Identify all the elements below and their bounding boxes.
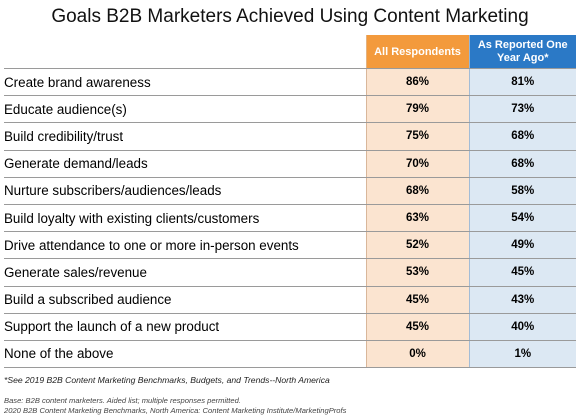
table-header-row: All Respondents As Reported One Year Ago… xyxy=(4,35,576,69)
row-label: Build a subscribed audience xyxy=(4,286,366,314)
value-one-year-ago: 54% xyxy=(468,204,576,233)
footnote-base: Base: B2B content marketers. Aided list;… xyxy=(4,396,241,405)
table-row: Educate audience(s) 79% 73% xyxy=(4,95,576,124)
row-label: Build credibility/trust xyxy=(4,122,366,151)
value-all-respondents: 0% xyxy=(365,340,469,369)
value-all-respondents: 52% xyxy=(365,231,469,260)
header-all-respondents: All Respondents xyxy=(365,35,469,69)
value-all-respondents: 45% xyxy=(365,286,469,314)
value-all-respondents: 68% xyxy=(365,177,469,205)
value-one-year-ago: 45% xyxy=(468,258,576,287)
table-row: Build credibility/trust 75% 68% xyxy=(4,122,576,151)
footnote-source: 2020 B2B Content Marketing Benchmarks, N… xyxy=(4,406,347,415)
table-row: Support the launch of a new product 45% 40… xyxy=(4,313,576,341)
value-all-respondents: 53% xyxy=(365,258,469,287)
table-row: Nurture subscribers/audiences/leads 68% 58… xyxy=(4,177,576,205)
value-all-respondents: 70% xyxy=(365,150,469,178)
value-one-year-ago: 40% xyxy=(468,313,576,341)
value-one-year-ago: 68% xyxy=(468,150,576,178)
table-row: Create brand awareness 86% 81% xyxy=(4,67,576,97)
table-row: None of the above 0% 1% xyxy=(4,340,576,369)
row-label: Nurture subscribers/audiences/leads xyxy=(4,177,366,205)
header-blank-cell xyxy=(4,35,366,69)
value-all-respondents: 45% xyxy=(365,313,469,341)
table-row: Generate sales/revenue 53% 45% xyxy=(4,258,576,287)
value-one-year-ago: 68% xyxy=(468,122,576,151)
value-one-year-ago: 1% xyxy=(468,340,576,369)
value-all-respondents: 86% xyxy=(365,67,469,97)
table-row: Build loyalty with existing clients/cust… xyxy=(4,204,576,233)
row-label: Create brand awareness xyxy=(4,67,366,97)
row-label: Drive attendance to one or more in-perso… xyxy=(4,231,366,260)
value-all-respondents: 75% xyxy=(365,122,469,151)
table-row: Build a subscribed audience 45% 43% xyxy=(4,286,576,314)
value-all-respondents: 63% xyxy=(365,204,469,233)
goals-table: All Respondents As Reported One Year Ago… xyxy=(4,35,576,369)
header-one-year-ago: As Reported One Year Ago* xyxy=(468,35,576,69)
row-label: Generate demand/leads xyxy=(4,150,366,178)
row-label: Build loyalty with existing clients/cust… xyxy=(4,204,366,233)
value-all-respondents: 79% xyxy=(365,95,469,124)
footnote-asterisk: *See 2019 B2B Content Marketing Benchmar… xyxy=(4,375,330,385)
value-one-year-ago: 49% xyxy=(468,231,576,260)
value-one-year-ago: 73% xyxy=(468,95,576,124)
table-row: Generate demand/leads 70% 68% xyxy=(4,150,576,178)
row-label: Educate audience(s) xyxy=(4,95,366,124)
row-label: Generate sales/revenue xyxy=(4,258,366,287)
chart-title: Goals B2B Marketers Achieved Using Conte… xyxy=(51,6,529,27)
value-one-year-ago: 58% xyxy=(468,177,576,205)
value-one-year-ago: 81% xyxy=(468,67,576,97)
row-label: None of the above xyxy=(4,340,366,369)
table-row: Drive attendance to one or more in-perso… xyxy=(4,231,576,260)
value-one-year-ago: 43% xyxy=(468,286,576,314)
row-label: Support the launch of a new product xyxy=(4,313,366,341)
